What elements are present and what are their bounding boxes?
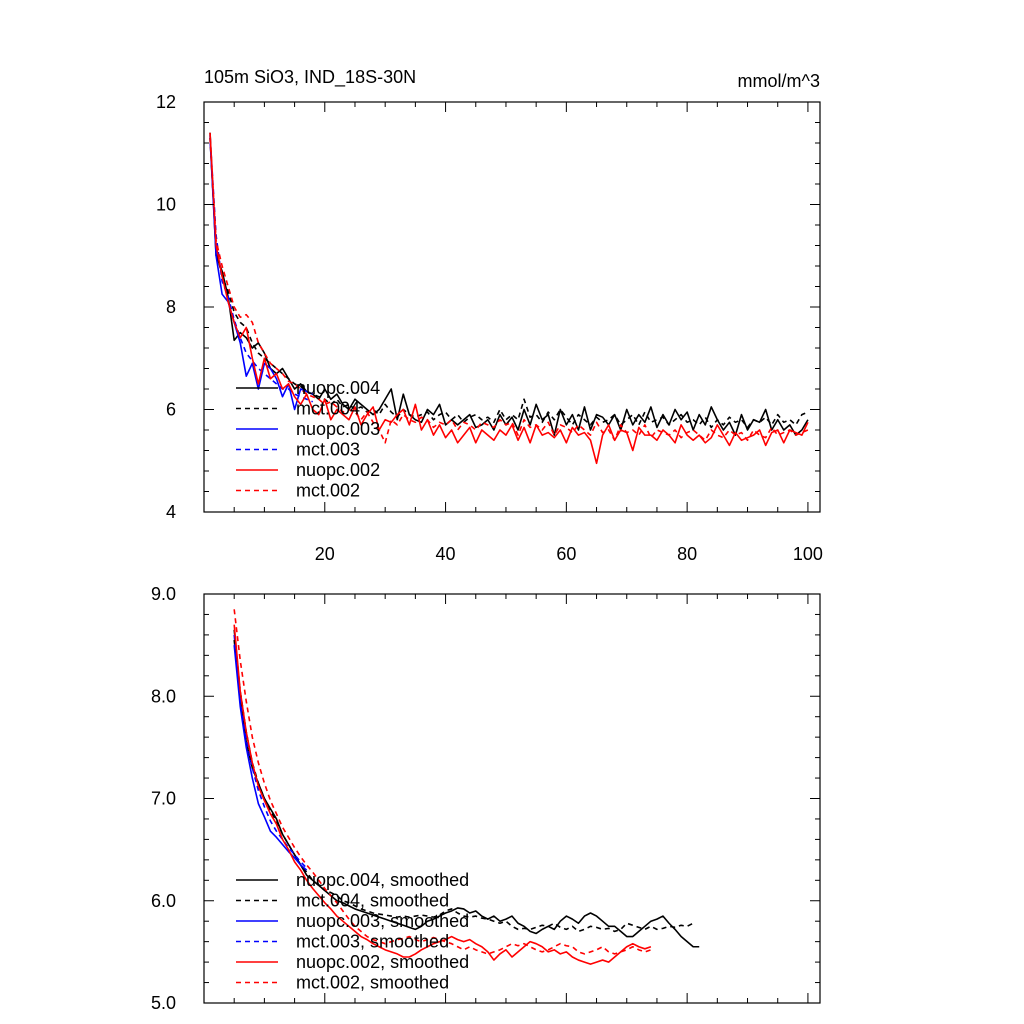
- y-tick-label: 7.0: [151, 789, 176, 809]
- top-panel: 105m SiO3, IND_18S-30N mmol/m^3 20 40 60 80…: [156, 67, 823, 564]
- legend-label: mct.002: [296, 481, 360, 501]
- y-tick-label: 8: [166, 297, 176, 317]
- y-tick-label: 6: [166, 400, 176, 420]
- legend-label: nuopc.002: [296, 460, 380, 480]
- bottom-axes: 5.0 6.0 7.0 8.0 9.0: [151, 584, 821, 1013]
- series-line-nuopc-002: [209, 132, 809, 465]
- bottom-panel: 5.06.07.08.09.0 nuopc.004, smoothedmct.0…: [151, 584, 821, 1013]
- y-tick-label: 10: [156, 195, 176, 215]
- bottom-series: [233, 609, 700, 965]
- x-tick-label: 60: [556, 544, 576, 564]
- y-tick-label: 5.0: [151, 993, 176, 1013]
- top-axes: 20 40 60 80 100 4 6 8 10 12: [156, 92, 823, 564]
- legend-label: nuopc.003, smoothed: [296, 911, 469, 931]
- series-line-mct-002: [209, 137, 809, 444]
- x-tick-label: 20: [315, 544, 335, 564]
- top-legend: nuopc.004mct.004nuopc.003mct.003nuopc.00…: [236, 378, 380, 501]
- x-tick-label: 100: [793, 544, 823, 564]
- series-line-nuopc-003-smoothed: [233, 645, 308, 871]
- top-series: [209, 132, 809, 465]
- legend-label: mct.002, smoothed: [296, 973, 449, 993]
- series-line-mct-003: [209, 135, 314, 403]
- legend-label: nuopc.002, smoothed: [296, 952, 469, 972]
- y-tick-label: 8.0: [151, 686, 176, 706]
- x-tick-label: 40: [436, 544, 456, 564]
- legend-label: mct.004, smoothed: [296, 891, 449, 911]
- x-tick-label: 80: [677, 544, 697, 564]
- series-line-mct-003-smoothed: [233, 634, 308, 869]
- legend-label: mct.003: [296, 440, 360, 460]
- legend-label: nuopc.003: [296, 419, 380, 439]
- top-chart-title: 105m SiO3, IND_18S-30N: [204, 67, 416, 88]
- y-tick-label: 12: [156, 92, 176, 112]
- series-line-nuopc-004-smoothed: [233, 639, 700, 948]
- legend-label: nuopc.004: [296, 378, 380, 398]
- legend-label: mct.003, smoothed: [296, 932, 449, 952]
- y-tick-label: 4: [166, 502, 176, 522]
- y-tick-label: 9.0: [151, 584, 176, 604]
- legend-label: mct.004: [296, 399, 360, 419]
- y-tick-label: 6.0: [151, 891, 176, 911]
- series-line-mct-002-smoothed: [233, 609, 652, 955]
- top-chart-units: mmol/m^3: [738, 71, 820, 91]
- series-line-mct-004-smoothed: [233, 629, 694, 933]
- legend-label: nuopc.004, smoothed: [296, 870, 469, 890]
